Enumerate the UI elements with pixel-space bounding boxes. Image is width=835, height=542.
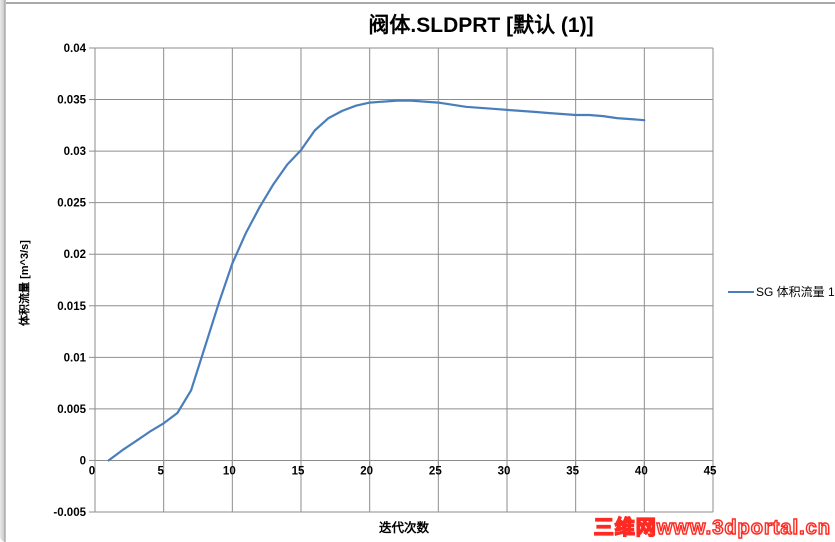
y-tick-label: 0.03 — [64, 146, 86, 158]
x-tick-label: 15 — [292, 465, 305, 477]
panel-splitter — [0, 0, 6, 542]
y-tick-label: 0 — [80, 455, 86, 467]
x-tick-label: 40 — [635, 465, 648, 477]
y-tick-label: -0.005 — [53, 507, 86, 519]
watermark-text: 三维网www.3dportal.cn — [593, 516, 831, 539]
x-tick-label: 0 — [89, 465, 95, 477]
chart-title: 阀体.SLDPRT [默认 (1)] — [368, 14, 594, 37]
legend: SG 体积流量 1 — [728, 283, 835, 300]
x-axis-title: 迭代次数 — [378, 521, 430, 535]
y-tick-label: 0.015 — [57, 301, 86, 313]
y-tick-label: 0.005 — [57, 404, 86, 416]
legend-line-swatch — [728, 290, 754, 293]
x-tick-label: 20 — [360, 465, 373, 477]
window-top-border — [4, 2, 835, 4]
y-tick-label: 0.035 — [57, 95, 86, 107]
y-tick-label: 0.04 — [64, 43, 87, 55]
y-tick-label: 0.025 — [57, 198, 86, 210]
x-tick-label: 35 — [566, 465, 579, 477]
x-tick-label: 10 — [223, 465, 236, 477]
series-line — [107, 99, 646, 462]
x-tick-label: 25 — [429, 465, 442, 477]
x-tick-label: 45 — [704, 465, 717, 477]
legend-series-label: SG 体积流量 1 — [756, 285, 835, 299]
x-tick-label: 5 — [157, 465, 164, 477]
y-tick-label: 0.01 — [64, 352, 87, 364]
x-tick-label: 30 — [498, 465, 511, 477]
y-tick-label: 0.02 — [64, 249, 86, 261]
